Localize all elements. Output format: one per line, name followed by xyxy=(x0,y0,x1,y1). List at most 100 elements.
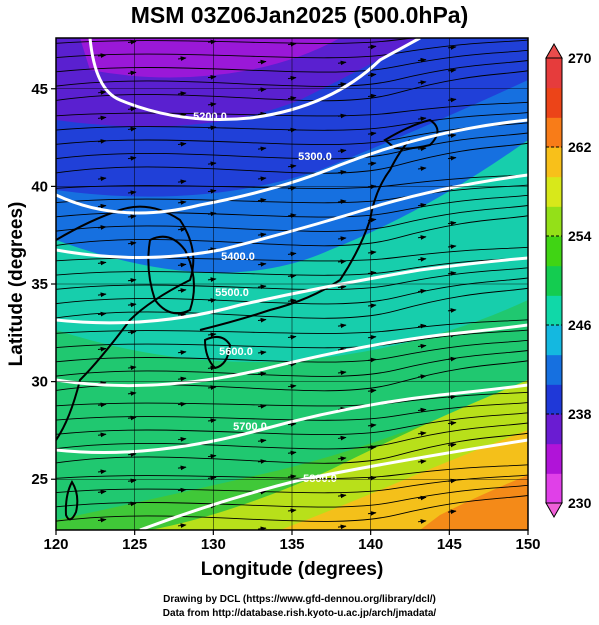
colorbar-segment xyxy=(546,87,562,118)
streamline xyxy=(56,122,528,146)
wind-arrow xyxy=(207,74,217,80)
colorbar-segment xyxy=(546,206,562,237)
x-axis-ticks: 120 125 130 135 140 145 150 xyxy=(43,530,541,553)
wind-arrow xyxy=(257,262,267,267)
wind-arrow xyxy=(367,303,377,309)
wind-arrow xyxy=(367,44,377,50)
colorbar-min-arrow xyxy=(545,502,563,519)
contour-line xyxy=(56,256,528,325)
wind-arrow xyxy=(337,370,347,376)
streamline xyxy=(56,70,528,102)
colorbar-tick-label: 238 xyxy=(568,406,592,422)
colorbar-segment xyxy=(546,147,562,178)
coastline-kyushu xyxy=(203,335,232,370)
colorbar-tick-label: 246 xyxy=(568,317,592,333)
contour-label: 5300.0 xyxy=(298,151,332,163)
coastline-korea xyxy=(147,235,195,315)
colorbar-segment xyxy=(546,325,562,356)
streamline xyxy=(56,277,528,305)
wind-arrow xyxy=(207,102,217,107)
contour-line xyxy=(56,118,528,215)
wind-arrow xyxy=(177,262,187,268)
streamline xyxy=(56,39,528,59)
wind-arrow xyxy=(177,376,187,382)
wind-arrow xyxy=(257,438,267,444)
x-tick-label: 150 xyxy=(515,536,540,553)
wind-arrow xyxy=(97,489,107,495)
wind-arrow xyxy=(177,401,187,407)
wind-arrow xyxy=(337,493,347,499)
colorbar-tick-label: 262 xyxy=(568,139,592,155)
wind-arrow xyxy=(177,523,187,528)
y-tick-label: 25 xyxy=(31,471,48,488)
wind-arrow xyxy=(417,407,427,413)
wind-arrow xyxy=(337,456,347,461)
wind-arrow xyxy=(337,259,347,265)
x-tick-label: 135 xyxy=(279,536,304,553)
wind-arrow xyxy=(417,323,427,329)
wind-arrow xyxy=(257,284,267,290)
colorbar-segment xyxy=(546,295,562,326)
streamline xyxy=(56,412,528,436)
wind-arrow xyxy=(177,91,187,97)
wind-arrow xyxy=(417,166,427,172)
x-axis-label: Longitude (degrees) xyxy=(201,559,384,580)
contour-line xyxy=(56,383,528,454)
streamline xyxy=(56,38,417,44)
wind-arrow xyxy=(97,260,107,266)
streamline xyxy=(56,174,528,189)
wind-arrow xyxy=(97,346,107,352)
wind-arrow xyxy=(207,385,217,391)
wind-arrow xyxy=(337,524,347,530)
wind-arrow xyxy=(177,141,187,147)
wind-arrow xyxy=(367,93,377,99)
wind-arrow xyxy=(257,350,267,356)
wind-arrow xyxy=(417,257,427,262)
contour-label: 5200.0 xyxy=(193,111,227,123)
colorbar-segment xyxy=(546,473,562,504)
wind-arrow xyxy=(337,323,347,329)
colorbar-segment xyxy=(546,58,562,89)
wind-arrow xyxy=(257,526,267,530)
streamline xyxy=(56,350,528,377)
wind-arrow xyxy=(257,403,267,409)
wind-arrow xyxy=(257,232,267,238)
wind-arrow xyxy=(97,53,107,59)
wind-arrow xyxy=(207,211,217,217)
colorbar-tick-label: 230 xyxy=(568,495,592,511)
wind-arrow xyxy=(177,200,187,205)
wind-arrow xyxy=(177,350,187,355)
wind-arrow xyxy=(367,335,377,340)
y-axis-ticks: 25 30 35 40 45 xyxy=(31,81,56,488)
streamline xyxy=(56,60,528,87)
wind-arrow xyxy=(257,197,267,203)
y-tick-label: 30 xyxy=(31,374,48,391)
streamline xyxy=(56,402,528,421)
wind-arrow xyxy=(177,436,187,442)
y-axis-label: Latitude (degrees) xyxy=(6,202,27,367)
wind-arrow xyxy=(417,80,427,85)
colorbar-segment xyxy=(546,414,562,445)
colorbar-segment xyxy=(546,117,562,148)
wind-arrow xyxy=(207,125,217,131)
y-tick-label: 35 xyxy=(31,276,48,293)
wind-arrow xyxy=(367,475,377,481)
credit-drawing: Drawing by DCL (https://www.gfd-dennou.o… xyxy=(163,594,436,605)
wind-arrow xyxy=(337,82,347,87)
contour-label: 5400.0 xyxy=(221,251,255,263)
wind-arrow xyxy=(97,90,107,95)
wind-arrow xyxy=(367,131,377,137)
wind-arrow xyxy=(367,357,377,363)
y-tick-label: 40 xyxy=(31,178,48,195)
wind-arrow xyxy=(207,39,217,45)
contour-line xyxy=(88,38,421,121)
wind-arrow xyxy=(337,284,347,290)
wind-arrow xyxy=(207,418,217,423)
streamline xyxy=(56,422,528,450)
contour-line xyxy=(56,173,528,259)
contour-line xyxy=(56,323,528,388)
wind-arrow xyxy=(97,176,107,182)
y-tick-label: 45 xyxy=(31,81,48,98)
wind-arrow xyxy=(177,56,187,62)
wind-arrow xyxy=(417,495,427,501)
